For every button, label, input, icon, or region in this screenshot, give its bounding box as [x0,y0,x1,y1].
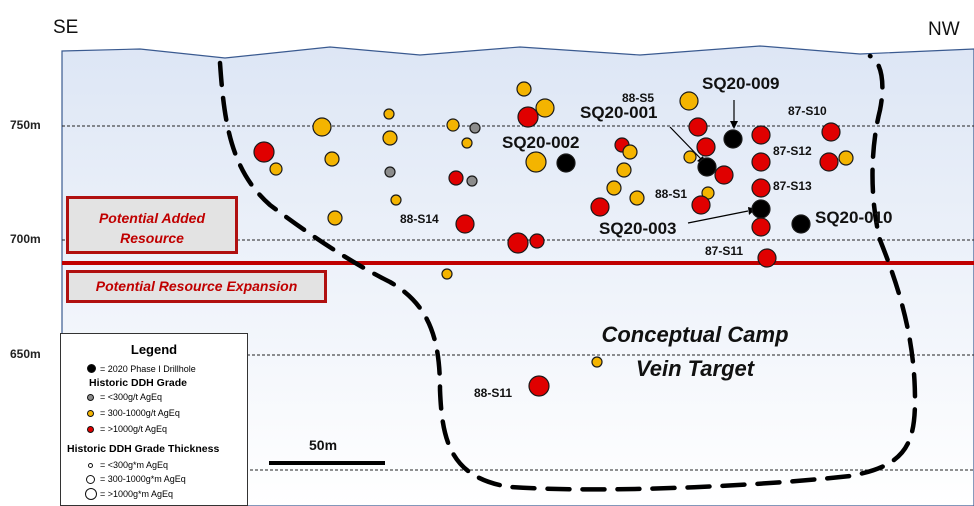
pointer-sq20-001 [669,126,703,161]
mid-grade-intercept [629,190,645,206]
label-87-s11: 87-S11 [705,244,744,258]
legend-grey-dot-icon [87,394,94,401]
label-88-s5: 88-S5 [622,91,655,105]
high-grade-intercept [528,375,550,397]
legend: Legend = 2020 Phase I Drillhole Historic… [60,333,248,506]
low-grade-intercept [469,122,481,134]
label-88-s1: 88-S1 [655,187,688,201]
legend-thick-low: = <300g*m AgEq [100,460,169,470]
pointer-sq20-009-head [730,121,738,129]
mid-grade-intercept [516,81,532,97]
legend-medium-ring-icon [86,475,95,484]
mid-grade-intercept [683,150,697,164]
target-title-line1: Conceptual Camp [601,322,789,347]
high-grade-intercept [696,137,716,157]
high-grade-intercept [529,233,545,249]
legend-grade-high: = >1000g/t AgEq [100,424,168,434]
mid-grade-intercept [525,151,547,173]
mid-grade-intercept [606,180,622,196]
low-grade-intercept [384,166,396,178]
mid-grade-intercept [446,118,460,132]
mid-grade-intercept [383,108,395,120]
scale-label: 50m [309,437,338,453]
phase-2020-drillhole [723,129,743,149]
direction-se: SE [53,17,79,38]
conceptual-target-outline [217,53,918,492]
legend-thick-mid: = 300-1000g*m AgEq [100,474,186,484]
legend-title: Legend [130,342,178,357]
high-grade-intercept [517,106,539,128]
label-sq20-009: SQ20-009 [702,74,780,93]
label-88-s14: 88-S14 [400,212,439,226]
mid-grade-intercept [441,268,453,280]
high-grade-intercept [691,195,711,215]
phase-2020-drillhole [791,214,811,234]
legend-grade-low: = <300g/t AgEq [100,392,163,402]
low-grade-intercept [466,175,478,187]
elevation-label-650: 650m [10,347,41,361]
phase-2020-drillhole [751,199,771,219]
target-title-line2: Vein Target [635,356,755,381]
mid-grade-intercept [622,144,638,160]
mid-grade-intercept [312,117,332,137]
mid-grade-intercept [269,162,283,176]
elevation-label-750: 750m [10,118,41,132]
mid-grade-intercept [327,210,343,226]
legend-thickness-head: Historic DDH Grade Thickness [67,443,220,455]
label-87-s13: 87-S13 [773,179,812,193]
legend-black-dot-icon [87,364,96,373]
high-grade-intercept [751,152,771,172]
legend-red-dot-icon [87,426,94,433]
high-grade-intercept [688,117,708,137]
high-grade-intercept [253,141,275,163]
high-grade-intercept [455,214,475,234]
mid-grade-intercept [461,137,473,149]
high-grade-intercept [821,122,841,142]
label-sq20-001: SQ20-001 [580,103,658,122]
mid-grade-intercept [591,356,603,368]
potential-added-resource-box: Potential Added Resource [66,196,238,254]
label-sq20-002: SQ20-002 [502,133,580,152]
label-sq20-003: SQ20-003 [599,219,677,238]
drillhole-markers [253,81,854,397]
legend-small-ring-icon [88,463,93,468]
high-grade-intercept [751,217,771,237]
high-grade-intercept [751,178,771,198]
label-87-s12: 87-S12 [773,144,812,158]
phase-2020-drillhole [556,153,576,173]
mid-grade-intercept [324,151,340,167]
legend-thick-high: = >1000g*m AgEq [100,489,174,499]
mid-grade-intercept [679,91,699,111]
label-sq20-010: SQ20-010 [815,208,893,227]
mid-grade-intercept [382,130,398,146]
legend-yellow-dot-icon [87,410,94,417]
high-grade-intercept [819,152,839,172]
mid-grade-intercept [535,98,555,118]
phase-2020-drillhole [697,157,717,177]
legend-grade-mid: = 300-1000g/t AgEq [100,408,180,418]
topography-surface [61,45,974,506]
high-grade-intercept [590,197,610,217]
mid-grade-intercept [838,150,854,166]
high-grade-intercept [714,165,734,185]
high-grade-intercept [751,125,771,145]
potential-resource-expansion-box: Potential Resource Expansion [66,270,327,303]
elevation-label-700: 700m [10,232,41,246]
high-grade-intercept [757,248,777,268]
high-grade-intercept [507,232,529,254]
pointer-sq20-003 [687,210,749,224]
high-grade-intercept [448,170,464,186]
direction-nw: NW [928,19,960,40]
mid-grade-intercept [616,162,632,178]
label-88-s11: 88-S11 [474,386,513,400]
legend-grade-head: Historic DDH Grade [89,377,188,389]
label-87-s10: 87-S10 [788,104,827,118]
legend-large-ring-icon [85,488,97,500]
mid-grade-intercept [390,194,402,206]
legend-phase: = 2020 Phase I Drillhole [100,364,196,374]
